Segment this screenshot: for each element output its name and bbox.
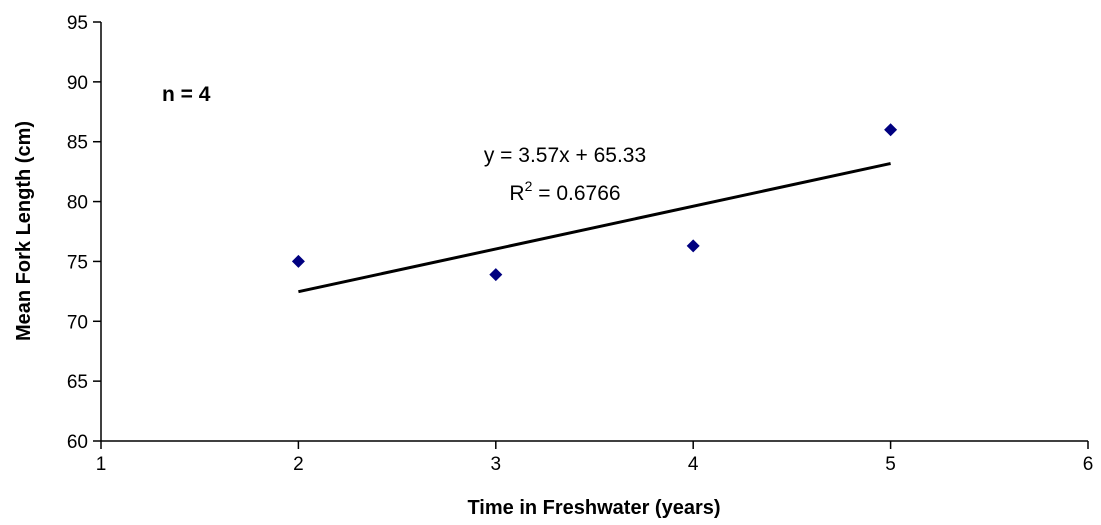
y-tick-label-1: 65 bbox=[67, 372, 88, 393]
x-tick-label-3: 4 bbox=[688, 454, 699, 475]
sample-size-label: n = 4 bbox=[162, 83, 211, 106]
y-tick-label-0: 60 bbox=[67, 432, 88, 453]
data-points bbox=[291, 123, 898, 282]
x-tick-label-5: 6 bbox=[1083, 454, 1094, 475]
y-tick-label-5: 85 bbox=[67, 133, 88, 154]
r2-value: = 0.6766 bbox=[532, 182, 620, 205]
r-squared-label: R2 = 0.6766 bbox=[509, 178, 620, 205]
axes bbox=[100, 22, 1088, 442]
data-point-3 bbox=[884, 123, 898, 137]
trendline bbox=[298, 162, 891, 294]
x-tick-label-1: 2 bbox=[293, 454, 304, 475]
x-tick-label-2: 3 bbox=[491, 454, 502, 475]
y-axis-title: Mean Fork Length (cm) bbox=[13, 121, 35, 341]
r2-prefix: R bbox=[509, 182, 524, 205]
trendline-equation: y = 3.57x + 65.33 bbox=[484, 144, 646, 167]
y-tick-label-6: 90 bbox=[67, 73, 88, 94]
data-point-2 bbox=[686, 239, 700, 253]
x-tick-label-4: 5 bbox=[885, 454, 896, 475]
x-axis-title: Time in Freshwater (years) bbox=[467, 497, 720, 519]
y-tick-label-3: 75 bbox=[67, 252, 88, 273]
data-point-1 bbox=[489, 268, 503, 282]
y-tick-label-4: 80 bbox=[67, 193, 88, 214]
y-ticks: 60 65 70 75 80 85 90 95 bbox=[67, 13, 101, 453]
data-point-0 bbox=[291, 254, 305, 268]
y-tick-label-7: 95 bbox=[67, 13, 88, 34]
y-tick-label-2: 70 bbox=[67, 312, 88, 333]
r2-superscript: 2 bbox=[525, 178, 533, 194]
x-tick-label-0: 1 bbox=[96, 454, 107, 475]
x-ticks: 1 2 3 4 5 6 bbox=[96, 441, 1094, 475]
